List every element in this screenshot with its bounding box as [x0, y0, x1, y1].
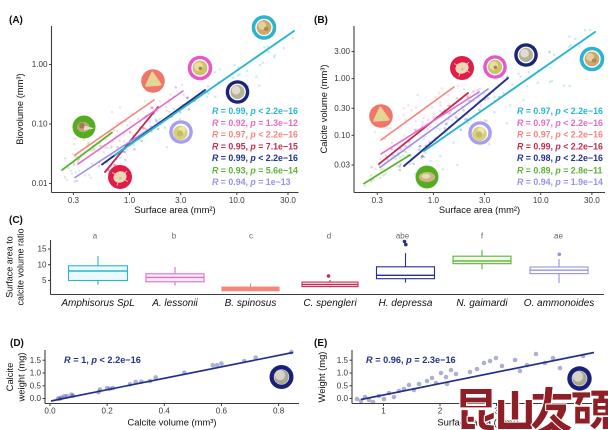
- svg-text:(D): (D): [10, 338, 24, 349]
- svg-text:30.0: 30.0: [584, 196, 600, 205]
- svg-text:Surface area (mm²): Surface area (mm²): [134, 204, 215, 215]
- svg-text:1.5: 1.5: [30, 356, 42, 365]
- svg-text:R = 0.94, p = 1.9e−14: R = 0.94, p = 1.9e−14: [517, 177, 603, 187]
- svg-text:Weight (mg): Weight (mg): [316, 352, 327, 403]
- svg-text:R = 0.99, p < 2.2e−16: R = 0.99, p < 2.2e−16: [212, 106, 298, 116]
- svg-text:0.30: 0.30: [334, 104, 350, 113]
- svg-text:R = 0.96, p = 2.3e−16: R = 0.96, p = 2.3e−16: [366, 355, 456, 365]
- svg-text:C. spengleri: C. spengleri: [303, 298, 357, 309]
- svg-text:0.0: 0.0: [337, 394, 349, 403]
- svg-text:R = 0.89, p = 2.8e−11: R = 0.89, p = 2.8e−11: [517, 166, 602, 176]
- svg-text:ae: ae: [554, 232, 563, 241]
- svg-text:15: 15: [37, 245, 47, 254]
- svg-text:2: 2: [438, 407, 443, 416]
- svg-text:R = 0.95, p = 7.1e−15: R = 0.95, p = 7.1e−15: [212, 141, 298, 151]
- svg-text:(C): (C): [9, 215, 23, 226]
- svg-text:Calcite volume (mm³): Calcite volume (mm³): [127, 417, 216, 428]
- svg-text:10: 10: [37, 260, 47, 269]
- svg-text:30.0: 30.0: [280, 196, 296, 205]
- svg-text:0.10: 0.10: [32, 120, 48, 129]
- svg-text:0.3: 0.3: [68, 196, 80, 205]
- svg-text:0.03: 0.03: [334, 161, 350, 170]
- svg-text:Biovolume (mm³): Biovolume (mm³): [14, 73, 25, 144]
- svg-text:1.0: 1.0: [337, 369, 349, 378]
- svg-text:3.0: 3.0: [479, 196, 491, 205]
- svg-text:R = 0.93, p = 5.6e−14: R = 0.93, p = 5.6e−14: [212, 166, 298, 176]
- svg-text:1.5: 1.5: [337, 356, 349, 365]
- svg-text:0.5: 0.5: [30, 381, 42, 390]
- svg-text:R = 0.99, p < 2.2e−16: R = 0.99, p < 2.2e−16: [212, 153, 298, 163]
- svg-text:1.0: 1.0: [124, 196, 136, 205]
- svg-text:B. spinosus: B. spinosus: [225, 298, 277, 309]
- svg-text:A. lessonii: A. lessonii: [151, 298, 198, 309]
- svg-text:H. depressa: H. depressa: [379, 298, 433, 309]
- svg-text:R = 1, p < 2.2e−16: R = 1, p < 2.2e−16: [64, 355, 141, 365]
- svg-text:Surface area (mm²): Surface area (mm²): [439, 204, 520, 215]
- svg-text:R = 0.97, p < 2.2e−16: R = 0.97, p < 2.2e−16: [517, 130, 603, 140]
- svg-text:0.0: 0.0: [30, 394, 42, 403]
- svg-text:1.0: 1.0: [30, 369, 42, 378]
- svg-text:weight (mg): weight (mg): [16, 353, 27, 403]
- svg-text:0.4: 0.4: [159, 407, 171, 416]
- svg-text:c: c: [249, 232, 253, 241]
- svg-text:0.0: 0.0: [44, 407, 56, 416]
- svg-text:10.0: 10.0: [229, 196, 245, 205]
- svg-text:(B): (B): [314, 15, 328, 26]
- svg-text:d: d: [327, 232, 331, 241]
- svg-text:abe: abe: [396, 232, 410, 241]
- svg-text:R = 0.97, p < 2.2e−16: R = 0.97, p < 2.2e−16: [517, 106, 603, 116]
- svg-text:10.0: 10.0: [533, 196, 549, 205]
- svg-text:3: 3: [494, 407, 499, 416]
- svg-text:0.5: 0.5: [337, 381, 349, 390]
- svg-text:0.8: 0.8: [273, 407, 285, 416]
- svg-text:R = 0.97, p < 2.2e−16: R = 0.97, p < 2.2e−16: [517, 118, 603, 128]
- svg-text:R = 0.98, p < 2.2e−16: R = 0.98, p < 2.2e−16: [517, 153, 603, 163]
- svg-text:(A): (A): [9, 15, 23, 26]
- svg-text:R = 0.97, p < 2.2e−16: R = 0.97, p < 2.2e−16: [212, 130, 298, 140]
- svg-text:0.6: 0.6: [216, 407, 228, 416]
- svg-text:O. ammonoides: O. ammonoides: [524, 298, 595, 309]
- svg-text:0.10: 0.10: [334, 131, 350, 140]
- svg-text:f: f: [481, 232, 484, 241]
- svg-text:0.3: 0.3: [372, 196, 384, 205]
- svg-text:1.00: 1.00: [334, 74, 350, 83]
- svg-text:3.00: 3.00: [334, 47, 350, 56]
- svg-text:1: 1: [381, 407, 386, 416]
- svg-text:b: b: [172, 232, 177, 241]
- svg-text:Calcite: Calcite: [4, 363, 15, 392]
- svg-text:1.00: 1.00: [32, 60, 48, 69]
- svg-text:N. gaimardi: N. gaimardi: [456, 298, 508, 309]
- svg-text:a: a: [93, 232, 98, 241]
- svg-text:1.0: 1.0: [428, 196, 440, 205]
- svg-text:Surface area to: Surface area to: [5, 236, 15, 298]
- svg-text:calcite volume ratio: calcite volume ratio: [16, 228, 26, 305]
- svg-text:Amphisorus SpL: Amphisorus SpL: [60, 298, 134, 309]
- svg-text:R = 0.99, p < 2.2e−16: R = 0.99, p < 2.2e−16: [517, 141, 603, 151]
- svg-text:R = 0.92, p = 1.3e−12: R = 0.92, p = 1.3e−12: [212, 118, 298, 128]
- svg-text:5: 5: [42, 276, 47, 285]
- svg-text:(E): (E): [314, 338, 327, 349]
- svg-text:Calcite volume (mm³): Calcite volume (mm³): [318, 64, 329, 153]
- svg-text:3.0: 3.0: [175, 196, 187, 205]
- svg-text:0.2: 0.2: [101, 407, 113, 416]
- svg-text:0.01: 0.01: [32, 179, 48, 188]
- svg-text:R = 0.94, p = 1e−13: R = 0.94, p = 1e−13: [212, 177, 291, 187]
